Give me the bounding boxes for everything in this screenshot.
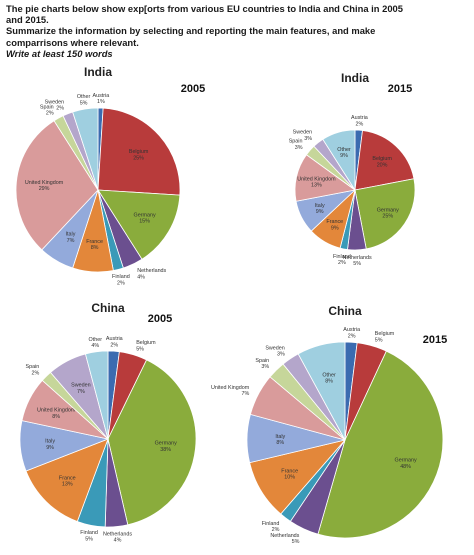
slice-label-spain: Spain 2% xyxy=(40,104,54,116)
task-prompt: The pie charts below show exp[orts from … xyxy=(6,3,468,59)
slice-label-italy: Italy 9% xyxy=(45,439,55,451)
prompt-line-3: Summarize the information by selecting a… xyxy=(6,25,376,37)
pie-slice-belgium xyxy=(97,107,181,196)
slice-label-netherlands: Netherlands 4% xyxy=(137,268,166,280)
pie-slice-france xyxy=(25,438,109,522)
slice-label-france: France 10% xyxy=(281,469,298,481)
prompt-line-1: The pie charts below show exp[orts from … xyxy=(6,3,403,14)
pie-slice-united-kingdom xyxy=(15,120,99,251)
chart-year-title: 2015 xyxy=(423,334,447,346)
slice-label-belgium: Belgium 5% xyxy=(375,331,395,343)
slice-label-spain: Spain 3% xyxy=(289,139,303,151)
slice-label-belgium: Belgium 5% xyxy=(136,340,156,352)
slice-label-finland: Finland 2% xyxy=(112,274,130,286)
prompt-line-4: comparrisons where relevant. xyxy=(6,36,139,48)
slice-label-italy: Italy 7% xyxy=(66,232,76,244)
pie-slice-germany xyxy=(354,178,416,250)
chart-country-title: China xyxy=(91,301,125,315)
slice-label-united-kingdom: United Kingdom 13% xyxy=(297,176,336,188)
slice-label-france: France 13% xyxy=(59,475,76,487)
pie-chart-china-2005: China 2005 Austria 2% Belgium 5% Germany 38% Net… xyxy=(19,301,197,544)
pie-slice-germany xyxy=(107,359,197,526)
slice-label-finland: Finland 2% xyxy=(333,254,351,266)
slice-label-other: Other 9% xyxy=(337,147,351,159)
slice-label-united-kingdom: United Kingdom 7% xyxy=(211,385,250,397)
pie-chart-china-2015: China 2015 Austria 2% Belgium 5% Germany 48% Net… xyxy=(211,304,447,545)
slice-label-belgium: Belgium 25% xyxy=(129,149,149,161)
slice-label-sweden: Sweden 3% xyxy=(265,345,285,357)
slice-label-austria: Austria 2% xyxy=(106,336,123,348)
pie-slice-other xyxy=(297,341,346,441)
slice-label-sweden: Sweden 7% xyxy=(71,383,90,395)
pie-slice-germany xyxy=(317,350,444,539)
slice-label-finland: Finland 5% xyxy=(80,530,98,542)
chart-year-title: 2015 xyxy=(388,83,412,95)
slice-label-belgium: Belgium 20% xyxy=(372,156,392,168)
pie-slice-germany xyxy=(97,189,181,260)
slice-label-spain: Spain 3% xyxy=(255,358,269,370)
slice-label-sweden: Sweden 3% xyxy=(293,130,313,142)
pie-slice-other xyxy=(84,350,109,440)
chart-year-title: 2005 xyxy=(181,83,205,95)
slice-label-germany: Germany 15% xyxy=(134,213,156,225)
slice-label-germany: Germany 48% xyxy=(395,458,417,470)
slice-label-spain: Spain 2% xyxy=(26,364,40,376)
pie-slice-belgium xyxy=(354,130,415,191)
slice-label-other: Other 5% xyxy=(77,94,91,106)
slice-label-netherlands: Netherlands 5% xyxy=(270,533,299,545)
slice-label-other: Other 8% xyxy=(322,372,336,384)
slice-label-netherlands: Netherlands 5% xyxy=(343,255,372,267)
slice-label-netherlands: Netherlands 4% xyxy=(103,532,132,544)
slice-label-austria: Austria 2% xyxy=(351,115,368,127)
slice-label-austria: Austria 1% xyxy=(93,93,110,105)
chart-country-title: India xyxy=(84,65,112,79)
slice-label-other: Other 4% xyxy=(89,337,103,349)
pie-slice-other xyxy=(72,107,99,191)
slice-label-united-kingdom: United Kingdom 29% xyxy=(25,180,64,192)
slice-label-finland: Finland 2% xyxy=(262,521,280,533)
prompt-word-count: Write at least 150 words xyxy=(6,47,113,59)
slice-label-italy: Italy 8% xyxy=(275,434,285,446)
slice-label-italy: Italy 9% xyxy=(315,203,325,215)
slice-label-france: France 9% xyxy=(326,219,343,231)
pie-chart-india-2015: India 2015 Austria 2% Belgium 20% Germany 25% Ne… xyxy=(289,71,416,267)
slice-label-sweden: Sweden 2% xyxy=(45,100,65,112)
pie-slice-other xyxy=(322,129,356,192)
slice-label-germany: Germany 25% xyxy=(377,207,399,219)
slice-label-france: France 8% xyxy=(86,239,103,251)
chart-year-title: 2005 xyxy=(148,313,172,325)
prompt-line-2: and 2015. xyxy=(6,14,49,26)
chart-country-title: India xyxy=(341,71,369,85)
slice-label-germany: Germany 38% xyxy=(155,441,177,453)
pie-chart-india-2005: India 2005 Austria 1% Belgium 25% Germany 15% Ne… xyxy=(15,65,205,286)
slice-label-united-kingdom: United Kingdom 8% xyxy=(37,408,76,420)
slice-label-austria: Austria 2% xyxy=(343,327,360,339)
chart-country-title: China xyxy=(328,304,362,318)
